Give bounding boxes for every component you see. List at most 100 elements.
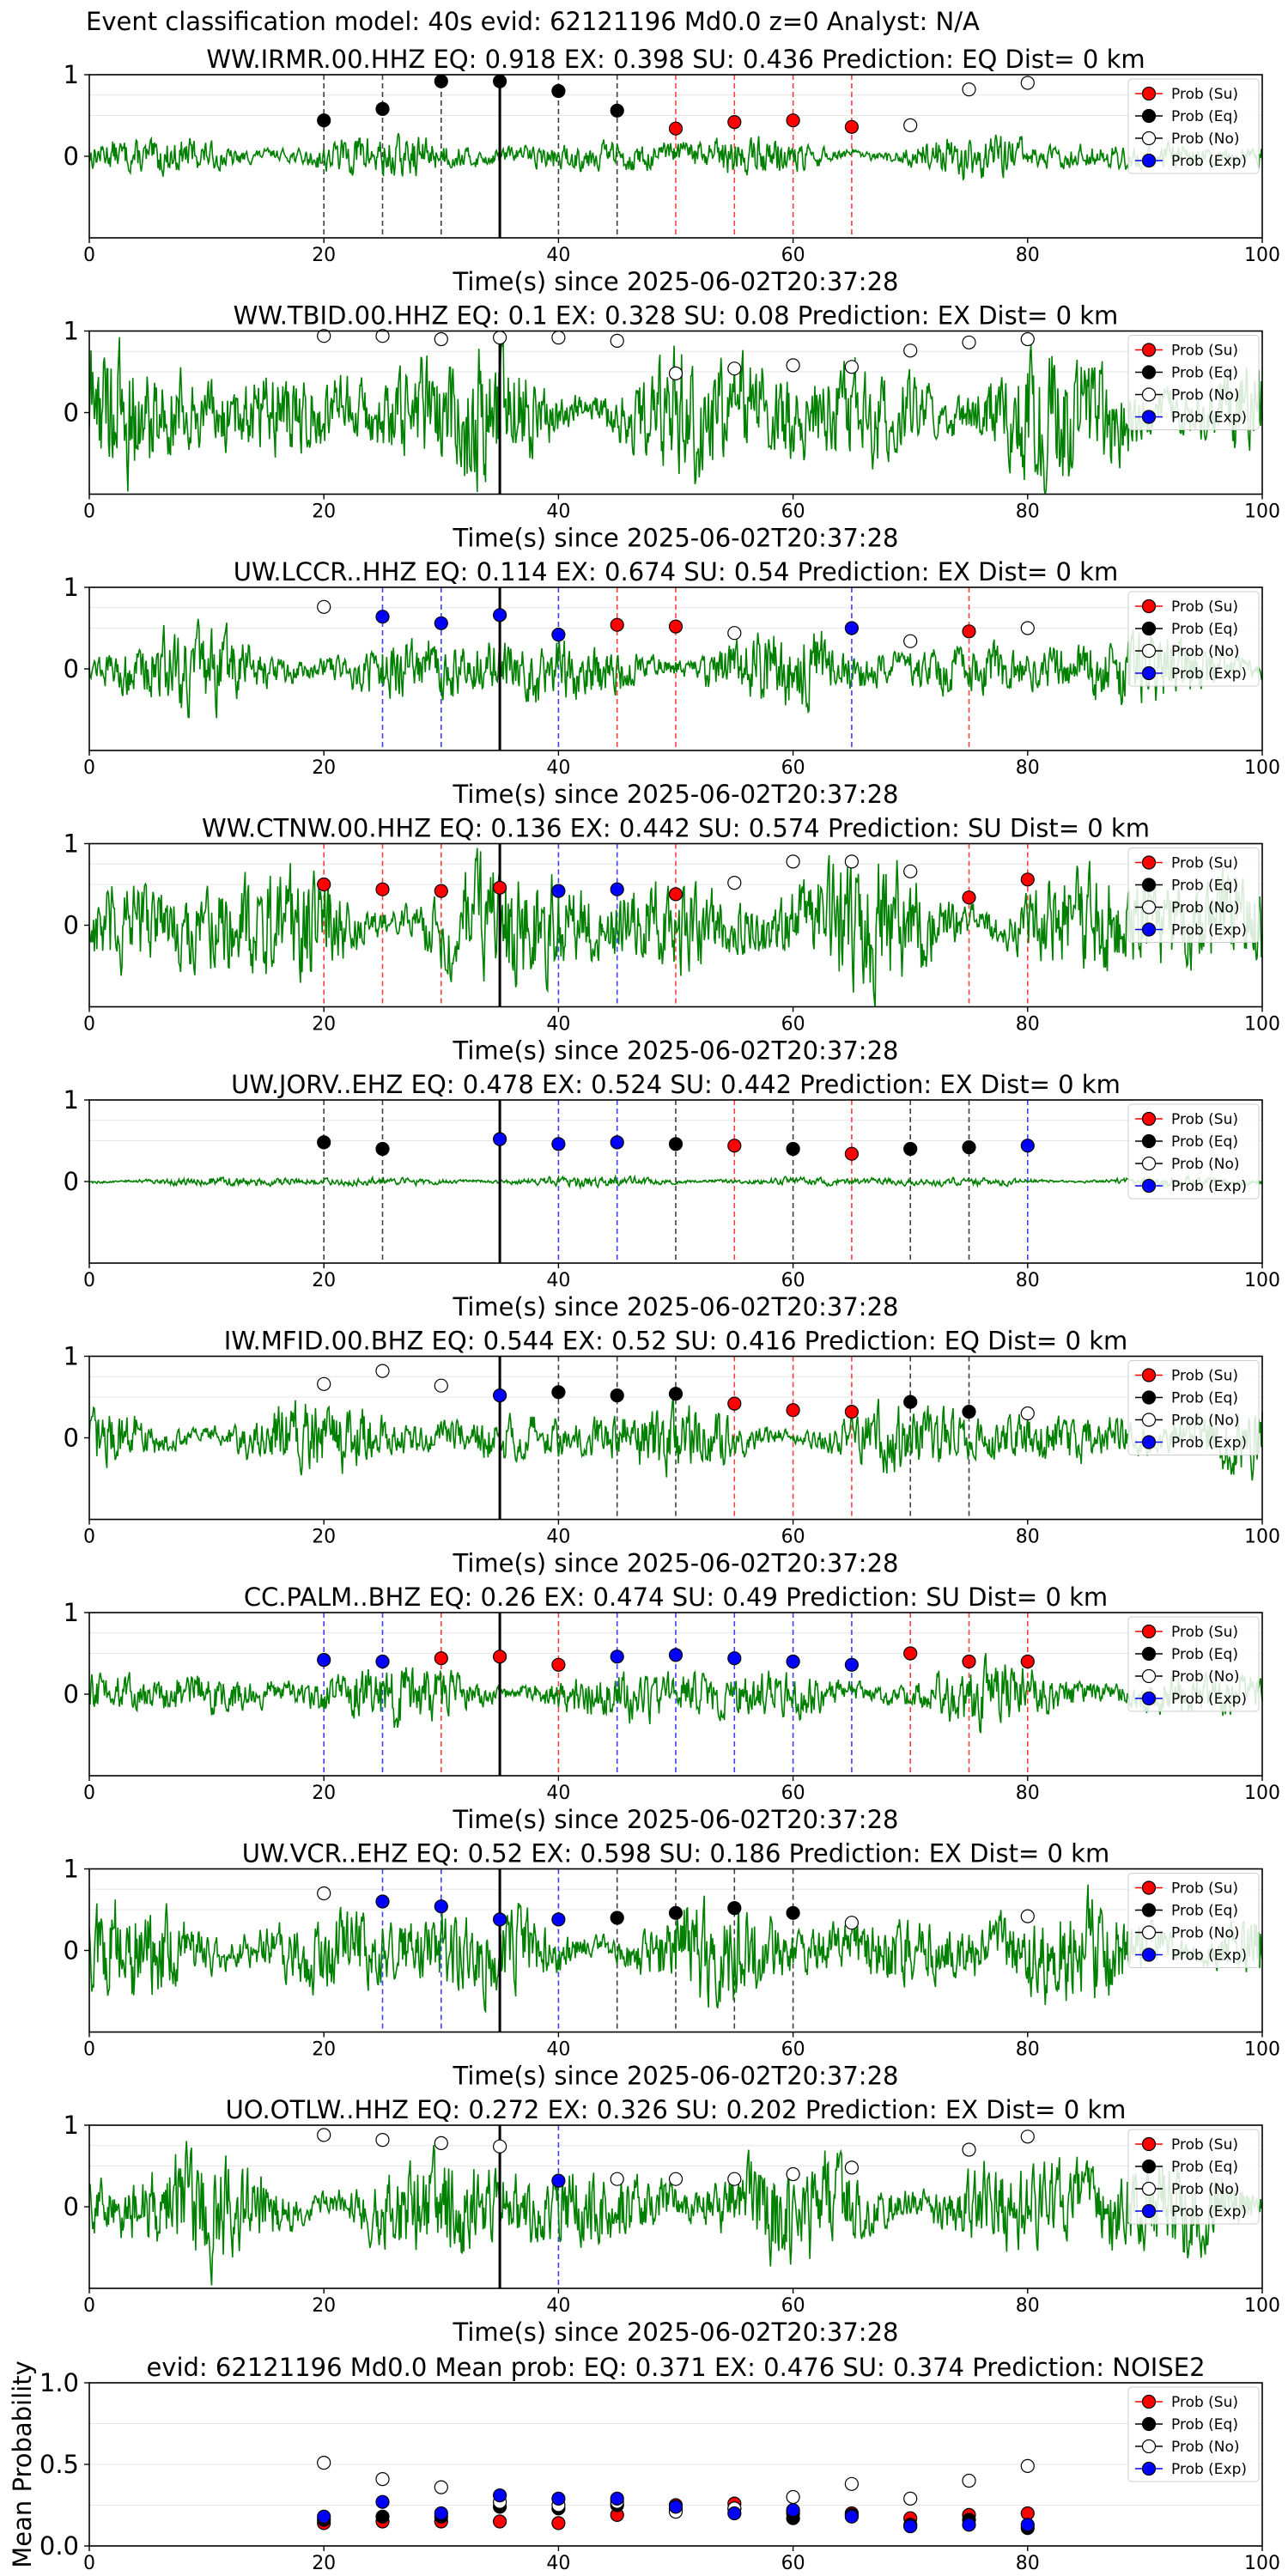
waveform-trace bbox=[88, 1174, 1263, 1190]
x-tick-label: 100 bbox=[1244, 1270, 1280, 1291]
mean-prob-marker-no bbox=[434, 2480, 448, 2494]
y-tick-label: 1.0 bbox=[39, 2368, 79, 2397]
y-tick-label: 0 bbox=[64, 1167, 79, 1196]
legend-label: Prob (Su) bbox=[1171, 598, 1238, 616]
prob-marker-no bbox=[727, 361, 742, 376]
legend-marker-su bbox=[1141, 86, 1157, 101]
legend-label: Prob (No) bbox=[1171, 2181, 1240, 2198]
legend-label: Prob (Su) bbox=[1171, 2136, 1238, 2154]
x-tick-label: 20 bbox=[312, 1014, 336, 1036]
x-tick-label: 60 bbox=[781, 2295, 805, 2317]
x-axis-label: Time(s) since 2025-06-02T20:37:28 bbox=[453, 267, 899, 296]
legend-marker-eq bbox=[1141, 365, 1157, 380]
legend-label: Prob (Su) bbox=[1171, 855, 1238, 872]
mean-prob-marker-exp bbox=[962, 2518, 976, 2532]
legend-marker-no bbox=[1141, 2181, 1157, 2196]
prob-marker-exp bbox=[492, 1912, 507, 1927]
x-tick-label: 40 bbox=[546, 245, 570, 266]
x-tick-label: 100 bbox=[1244, 1527, 1280, 1548]
prob-marker-no bbox=[375, 1364, 390, 1378]
prob-marker-su bbox=[668, 619, 683, 634]
x-tick-label: 40 bbox=[546, 1783, 570, 1804]
prob-marker-no bbox=[844, 854, 860, 869]
y-tick-label: 0 bbox=[64, 142, 79, 171]
prob-marker-exp bbox=[492, 1388, 507, 1403]
x-tick-label: 40 bbox=[546, 1527, 570, 1548]
prob-marker-eq bbox=[610, 1911, 624, 1925]
y-tick-label: 0 bbox=[64, 1680, 79, 1709]
legend-box bbox=[1127, 1873, 1260, 1968]
mean-prob-marker-su bbox=[551, 2516, 566, 2530]
prob-marker-eq bbox=[434, 74, 448, 88]
prob-marker-no bbox=[844, 1916, 860, 1930]
legend-box bbox=[1127, 2386, 1260, 2482]
x-tick-label: 40 bbox=[546, 2295, 570, 2317]
x-axis-label: Time(s) since 2025-06-02T20:37:28 bbox=[453, 524, 899, 553]
prob-marker-eq bbox=[903, 1394, 918, 1409]
legend-label: Prob (Exp) bbox=[1171, 2461, 1247, 2478]
subplot-title: IW.MFID.00.BHZ EQ: 0.544 EX: 0.52 SU: 0.… bbox=[224, 1327, 1128, 1356]
prob-marker-no bbox=[786, 2166, 800, 2182]
prob-marker-eq bbox=[903, 1141, 918, 1157]
legend-label: Prob (No) bbox=[1171, 131, 1240, 148]
legend-marker-eq bbox=[1141, 1133, 1157, 1149]
subplot-title: WW.TBID.00.HHZ EQ: 0.1 EX: 0.328 SU: 0.0… bbox=[234, 301, 1119, 331]
prob-marker-eq bbox=[962, 1404, 976, 1419]
legend-label: Prob (Eq) bbox=[1171, 1903, 1238, 1920]
prob-marker-no bbox=[551, 331, 566, 345]
legend-marker-su bbox=[1141, 1111, 1157, 1127]
legend-marker-eq bbox=[1141, 621, 1157, 636]
y-tick-label: 1 bbox=[64, 1085, 79, 1115]
prob-marker-no bbox=[1020, 2129, 1035, 2144]
legend-marker-exp bbox=[1141, 1691, 1157, 1706]
x-tick-label: 40 bbox=[546, 2553, 570, 2574]
legend-box bbox=[1127, 335, 1260, 430]
legend-label: Prob (Exp) bbox=[1171, 922, 1247, 939]
legend-marker-no bbox=[1141, 2439, 1157, 2454]
legend-label: Prob (Exp) bbox=[1171, 1947, 1247, 1965]
waveform-trace bbox=[88, 1884, 1263, 2014]
legend-marker-su bbox=[1141, 855, 1157, 870]
prob-marker-no bbox=[668, 366, 683, 380]
prob-marker-eq bbox=[668, 1137, 683, 1151]
prob-marker-su bbox=[844, 119, 860, 134]
legend-marker-no bbox=[1141, 1925, 1157, 1940]
prob-marker-eq bbox=[317, 1135, 331, 1150]
legend-label: Prob (Su) bbox=[1171, 2394, 1238, 2411]
waveform-trace bbox=[88, 1395, 1263, 1481]
prob-marker-su bbox=[903, 1646, 918, 1661]
prob-marker-su bbox=[727, 1139, 742, 1153]
prob-marker-no bbox=[610, 333, 624, 348]
waveform-trace bbox=[88, 1653, 1263, 1734]
prob-marker-exp bbox=[844, 1657, 860, 1672]
legend-box bbox=[1127, 78, 1260, 174]
prob-marker-no bbox=[727, 2172, 742, 2186]
x-tick-label: 60 bbox=[781, 2553, 805, 2574]
subplot-title: CC.PALM..BHZ EQ: 0.26 EX: 0.474 SU: 0.49… bbox=[244, 1583, 1108, 1612]
x-tick-label: 80 bbox=[1016, 2553, 1040, 2574]
prob-marker-exp bbox=[375, 610, 390, 624]
prob-marker-su bbox=[844, 1146, 860, 1161]
x-tick-label: 100 bbox=[1244, 2039, 1280, 2061]
x-tick-label: 80 bbox=[1016, 1270, 1040, 1291]
legend-label: Prob (No) bbox=[1171, 387, 1240, 404]
legend-label: Prob (No) bbox=[1171, 1925, 1240, 1942]
prob-marker-no bbox=[1020, 621, 1035, 635]
legend-label: Prob (Eq) bbox=[1171, 1133, 1238, 1151]
mean-prob-marker-exp bbox=[844, 2509, 860, 2524]
legend-marker-exp bbox=[1141, 1178, 1157, 1194]
x-tick-label: 60 bbox=[781, 245, 805, 266]
mean-prob-marker-exp bbox=[903, 2519, 918, 2534]
prob-marker-exp bbox=[610, 882, 624, 896]
y-tick-label: 0 bbox=[64, 1936, 79, 1965]
x-tick-label: 60 bbox=[781, 501, 805, 523]
prob-marker-no bbox=[375, 2133, 390, 2148]
y-tick-label: 0 bbox=[64, 1424, 79, 1453]
x-tick-label: 20 bbox=[312, 1270, 336, 1291]
x-tick-label: 0 bbox=[83, 1014, 95, 1036]
x-tick-label: 40 bbox=[546, 1014, 570, 1036]
x-tick-label: 20 bbox=[312, 2553, 336, 2574]
legend-label: Prob (Su) bbox=[1171, 1624, 1238, 1641]
subplot-title: UW.JORV..EHZ EQ: 0.478 EX: 0.524 SU: 0.4… bbox=[231, 1070, 1121, 1099]
x-tick-label: 60 bbox=[781, 757, 805, 779]
